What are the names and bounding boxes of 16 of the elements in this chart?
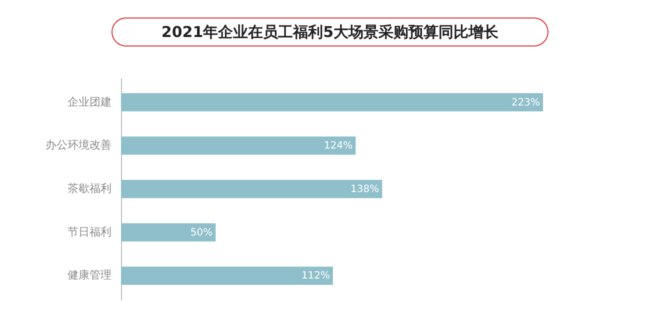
data-label: 50% [190, 227, 213, 238]
chart-title: 2021年企业在员工福利5大场景采购预算同比增长 [161, 23, 500, 41]
y-tick-label: 健康管理 [68, 268, 112, 282]
bar [121, 136, 356, 155]
data-label: 223% [511, 97, 540, 108]
bar [121, 93, 543, 112]
bar [121, 266, 333, 285]
data-label: 124% [324, 140, 353, 152]
data-label: 112% [301, 270, 330, 282]
y-tick-label: 办公环境改善 [46, 138, 112, 152]
bar [121, 223, 216, 242]
bar [121, 180, 382, 198]
y-tick-label: 企业团建 [68, 95, 112, 108]
data-label: 138% [350, 184, 380, 195]
y-tick-label: 节日福利 [68, 225, 112, 238]
y-tick-label: 茶歇福利 [68, 182, 112, 195]
